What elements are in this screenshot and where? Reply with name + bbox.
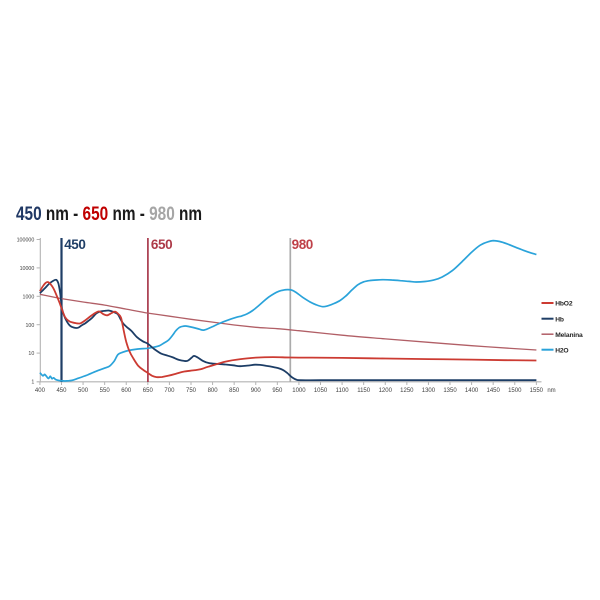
svg-text:1550: 1550 bbox=[530, 388, 544, 394]
svg-text:10000: 10000 bbox=[20, 266, 35, 272]
svg-text:1450: 1450 bbox=[487, 388, 501, 394]
svg-text:1300: 1300 bbox=[422, 388, 436, 394]
svg-text:450: 450 bbox=[64, 237, 85, 252]
svg-text:1350: 1350 bbox=[443, 388, 457, 394]
svg-text:500: 500 bbox=[78, 388, 89, 394]
svg-text:650: 650 bbox=[151, 237, 172, 252]
svg-text:10: 10 bbox=[28, 351, 34, 357]
svg-text:450: 450 bbox=[56, 388, 67, 394]
svg-text:750: 750 bbox=[186, 388, 197, 394]
svg-text:650: 650 bbox=[143, 388, 154, 394]
svg-text:1200: 1200 bbox=[379, 388, 393, 394]
svg-text:nm: nm bbox=[547, 388, 555, 394]
svg-text:850: 850 bbox=[229, 388, 240, 394]
svg-text:1250: 1250 bbox=[400, 388, 414, 394]
svg-text:100: 100 bbox=[25, 323, 34, 329]
svg-text:950: 950 bbox=[272, 388, 283, 394]
svg-text:HbO2: HbO2 bbox=[555, 301, 573, 308]
svg-text:1100: 1100 bbox=[336, 388, 350, 394]
svg-text:980: 980 bbox=[292, 237, 313, 252]
svg-text:800: 800 bbox=[208, 388, 219, 394]
svg-text:400: 400 bbox=[35, 388, 46, 394]
svg-text:1150: 1150 bbox=[357, 388, 371, 394]
svg-text:550: 550 bbox=[100, 388, 111, 394]
svg-text:1500: 1500 bbox=[508, 388, 522, 394]
svg-text:Melanina: Melanina bbox=[555, 332, 583, 339]
svg-text:1050: 1050 bbox=[314, 388, 328, 394]
svg-text:700: 700 bbox=[164, 388, 175, 394]
svg-text:600: 600 bbox=[121, 388, 132, 394]
svg-text:100000: 100000 bbox=[17, 238, 35, 244]
svg-text:Hb: Hb bbox=[555, 316, 564, 323]
svg-text:1400: 1400 bbox=[465, 388, 479, 394]
svg-text:1: 1 bbox=[31, 380, 34, 386]
svg-text:900: 900 bbox=[251, 388, 262, 394]
svg-text:1000: 1000 bbox=[23, 294, 35, 300]
svg-text:H2O: H2O bbox=[555, 347, 568, 354]
svg-text:1000: 1000 bbox=[292, 388, 306, 394]
